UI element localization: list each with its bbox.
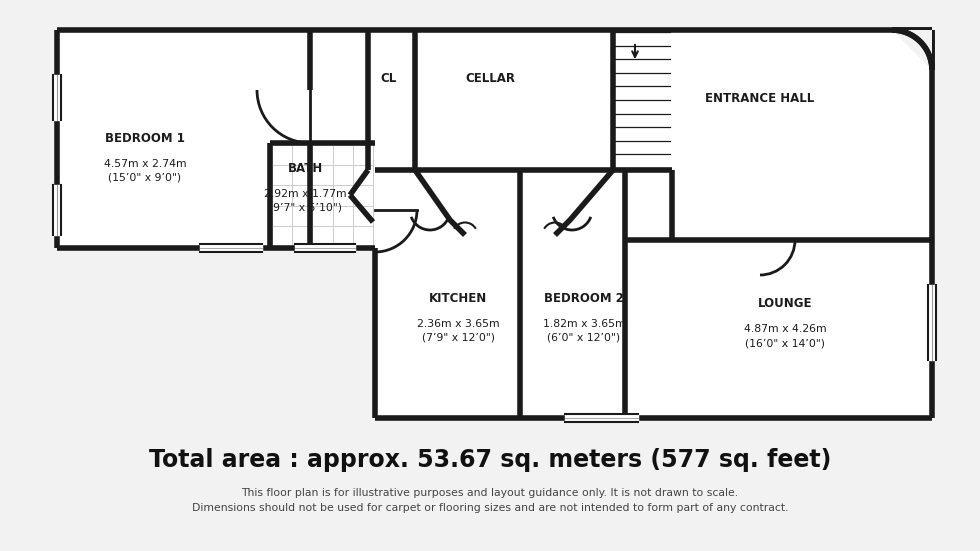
Polygon shape [375, 170, 932, 418]
Text: (9’7" x 5’10"): (9’7" x 5’10") [269, 203, 341, 213]
Text: (15’0" x 9’0"): (15’0" x 9’0") [109, 173, 181, 183]
Text: 2.92m x 1.77m: 2.92m x 1.77m [264, 189, 346, 199]
Text: CL: CL [380, 72, 396, 85]
Polygon shape [57, 30, 932, 418]
Polygon shape [672, 170, 932, 240]
Polygon shape [892, 30, 932, 70]
Text: 2.36m x 3.65m: 2.36m x 3.65m [416, 319, 500, 329]
Text: 4.87m x 4.26m: 4.87m x 4.26m [744, 324, 826, 334]
Text: 1.82m x 3.65m: 1.82m x 3.65m [543, 319, 625, 329]
Text: BEDROOM 2: BEDROOM 2 [544, 292, 624, 305]
Text: Total area : approx. 53.67 sq. meters (577 sq. feet): Total area : approx. 53.67 sq. meters (5… [149, 448, 831, 472]
Text: KITCHEN: KITCHEN [429, 292, 487, 305]
Text: This floor plan is for illustrative purposes and layout guidance only. It is not: This floor plan is for illustrative purp… [241, 488, 739, 498]
Text: (6’0" x 12’0"): (6’0" x 12’0") [548, 333, 620, 343]
Text: (16’0" x 14’0"): (16’0" x 14’0") [745, 338, 825, 348]
Text: BEDROOM 1: BEDROOM 1 [105, 132, 185, 145]
Text: BATH: BATH [287, 162, 322, 175]
Text: (7’9" x 12’0"): (7’9" x 12’0") [421, 333, 495, 343]
Text: Dimensions should not be used for carpet or flooring sizes and are not intended : Dimensions should not be used for carpet… [192, 503, 788, 513]
Text: ENTRANCE HALL: ENTRANCE HALL [706, 92, 814, 105]
Polygon shape [57, 30, 932, 418]
Text: 4.57m x 2.74m: 4.57m x 2.74m [104, 159, 186, 169]
Text: CELLAR: CELLAR [465, 72, 515, 85]
Text: LOUNGE: LOUNGE [758, 297, 812, 310]
